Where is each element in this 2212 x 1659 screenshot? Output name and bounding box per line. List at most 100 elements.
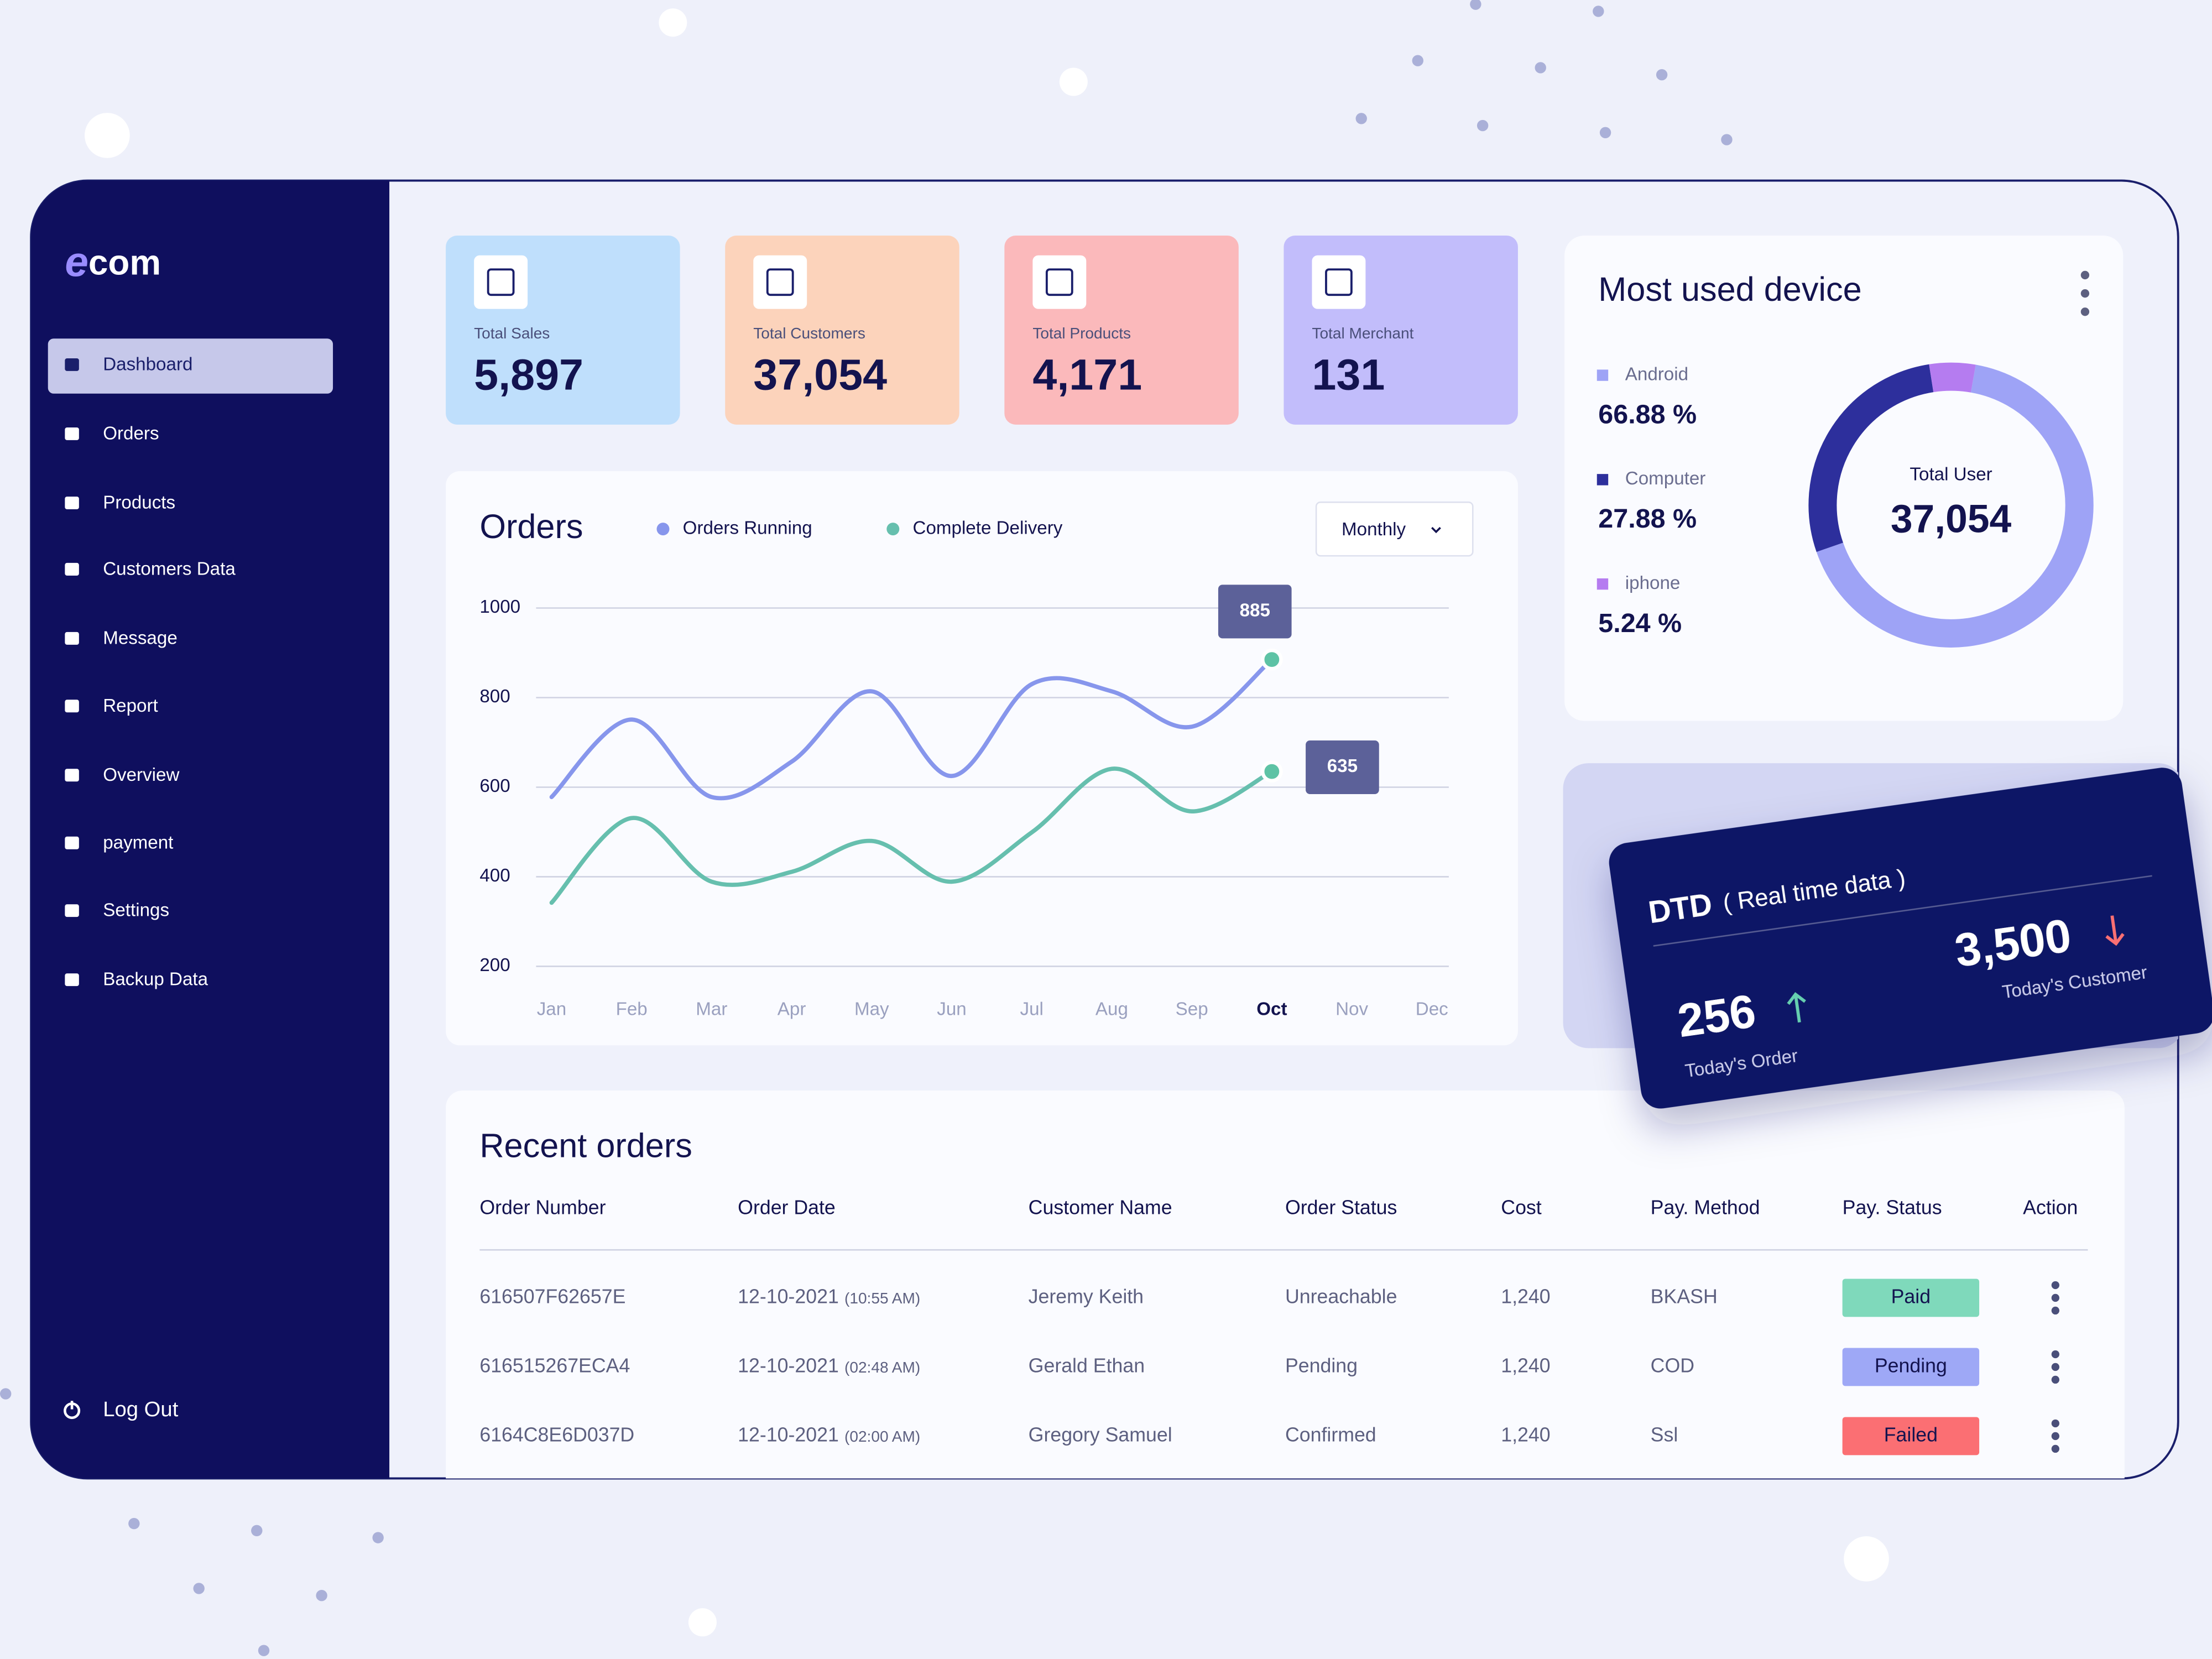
cell-time: (02:48 AM) [844,1359,920,1376]
orders-chart: Orders Orders Running Complete Delivery Mon… [446,471,1518,1046]
donut-segment [1929,362,1976,393]
stat-icon [474,255,528,309]
cell-customer: Gregory Samuel [1029,1423,1172,1446]
value-tooltip: 635 [1306,740,1379,794]
nav-icon [65,700,79,713]
x-tick-label: Nov [1335,999,1368,1019]
status-badge [1842,1348,1980,1386]
column-header: Order Status [1285,1197,1397,1219]
action-dot [2051,1363,2059,1371]
y-tick-label: 600 [479,776,510,796]
cell-date: 12-10-2021 [738,1285,839,1307]
column-header: Order Number [479,1197,606,1219]
legend-dot [886,523,900,536]
action-dot [2051,1293,2059,1302]
stat-value: 5,897 [474,350,583,399]
x-tick-label: Apr [778,999,806,1019]
stat-card: Total Sales 5,897 [446,236,680,425]
stat-label: Total Sales [474,325,550,342]
nav-icon [65,973,79,987]
cell-time: (10:55 AM) [844,1290,920,1307]
nav-item[interactable]: Orders [65,423,159,444]
stat-card: Total Merchant 131 [1284,236,1518,425]
action-dot [2051,1281,2059,1290]
nav-icon [65,904,79,917]
menu-dot [2080,289,2090,298]
stat-card: Total Customers 37,054 [725,236,959,425]
nav-item[interactable]: Report [65,696,158,716]
table-title: Recent orders [479,1127,692,1165]
cell-order-number: 616515267ECA4 [479,1354,630,1376]
nav-icon [65,769,79,782]
cell-customer: Jeremy Keith [1029,1285,1144,1307]
dropdown-chevron [1431,526,1441,534]
logo: ecom [65,239,161,286]
tooltip-box [1306,740,1379,794]
x-tick-label: Dec [1416,999,1448,1019]
menu-dot [2080,307,2090,316]
status-label: Paid [1891,1285,1931,1307]
cell-cost: 1,240 [1501,1423,1550,1446]
y-tick-label: 800 [479,686,510,707]
status-label: Failed [1884,1423,1938,1446]
logout[interactable]: Log Out [64,1397,179,1421]
nav-item[interactable]: Settings [65,900,169,921]
y-tick-label: 1000 [479,597,520,617]
legend-dot [656,523,670,536]
nav-item[interactable]: Overview [65,765,180,785]
row-action[interactable] [2051,1281,2059,1315]
row-action[interactable] [2051,1419,2059,1453]
column-header: Order Date [738,1197,836,1219]
donut-center-label: Total User [1910,464,1992,484]
action-dot [2051,1350,2059,1359]
tooltip-value: 885 [1240,601,1270,621]
nav-item[interactable]: Products [65,492,175,513]
cell-cost: 1,240 [1501,1285,1550,1307]
action-dot [2051,1375,2059,1384]
dtd-card-bg [1609,768,2212,1109]
stat-label: Total Customers [753,325,865,342]
nav-item[interactable]: Backup Data [65,969,208,990]
nav-label: Backup Data [103,969,208,990]
nav-item[interactable]: Message [65,628,178,648]
nav-label: Overview [103,765,180,785]
stat-icon-glyph [1045,268,1073,296]
cell-date: 12-10-2021 [738,1354,839,1376]
legend-swatch [1597,578,1609,590]
table-row: 616507F62657E 12-10-2021 (10:55 AM) Jeremy … [479,1279,2059,1317]
device-menu[interactable] [2080,270,2090,316]
cell-cost: 1,240 [1501,1354,1550,1376]
nav-label: Message [103,628,178,648]
stat-label: Total Merchant [1312,325,1413,342]
nav-label: Settings [103,900,169,921]
nav-icon [65,562,79,576]
legend-value: 5.24 % [1598,608,1682,638]
row-action[interactable] [2051,1350,2059,1384]
device-card [1564,236,2124,721]
stat-label: Total Products [1032,325,1131,342]
cell-customer: Gerald Ethan [1029,1354,1145,1376]
period-dropdown[interactable]: Monthly [1315,501,1474,557]
nav-item[interactable]: Customers Data [65,559,236,579]
legend-label: Orders Running [683,518,812,538]
donut-center-value: 37,054 [1891,497,2012,541]
legend-swatch [1597,474,1609,486]
series-line [549,766,1274,905]
cell-status: Confirmed [1285,1423,1376,1446]
nav-item[interactable]: payment [65,832,173,853]
nav-item[interactable]: Dashboard [48,338,333,394]
x-tick-label: Jul [1020,999,1044,1019]
recent-orders: Recent orders Order Number Order Date Custo… [446,1090,2125,1479]
nav-label: Orders [103,423,159,444]
dropdown-label: Monthly [1342,519,1406,540]
action-dot [2051,1306,2059,1315]
column-header: Customer Name [1029,1197,1172,1219]
legend-name: Android [1625,364,1688,384]
legend-value: 27.88 % [1598,504,1697,534]
stat-value: 37,054 [753,350,887,399]
action-dot [2051,1432,2059,1441]
cell-method: BKASH [1651,1285,1718,1307]
cell-method: Ssl [1651,1423,1678,1446]
